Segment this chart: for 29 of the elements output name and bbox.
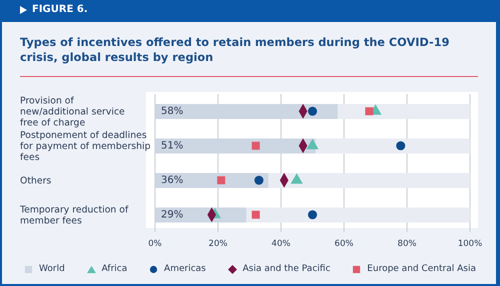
point	[252, 142, 260, 150]
legend-label: Europe and Central Asia	[367, 264, 476, 274]
x-tick-label: 80%	[398, 239, 416, 250]
y-tick-label: Others	[20, 174, 52, 186]
y-tick-label: Postponement of deadlines for payment of membership fees	[20, 129, 151, 162]
legend-label: Africa	[102, 264, 128, 274]
point	[217, 176, 226, 184]
legend-label: Asia and the Pacific	[242, 264, 330, 274]
y-tick-label: Temporary reduction of member fees	[19, 204, 129, 226]
x-tick-label: 100%	[458, 239, 482, 250]
data-label: 36%	[161, 175, 184, 186]
point	[396, 141, 406, 150]
y-tick-label: Provision of new/additional service free of charge	[20, 94, 126, 128]
chart-title: Types of incentives offered to retain members during the COVID-19 crisis, global results by region	[20, 35, 450, 65]
point	[252, 210, 260, 219]
legend-label: Americas	[164, 264, 206, 274]
x-tick-label: 20%	[208, 239, 228, 250]
x-tick-label: 0%	[148, 239, 162, 250]
point	[308, 210, 318, 220]
point	[254, 176, 264, 185]
point	[308, 106, 318, 116]
data-label: 51%	[161, 140, 184, 152]
legend-label: World	[39, 264, 65, 274]
data-label: 58%	[161, 106, 184, 118]
data-label: 29%	[161, 210, 184, 221]
point	[365, 107, 374, 116]
x-tick-label: 60%	[334, 239, 354, 250]
caption: FIGURE 6.	[32, 4, 88, 15]
x-tick-label: 40%	[272, 239, 290, 250]
